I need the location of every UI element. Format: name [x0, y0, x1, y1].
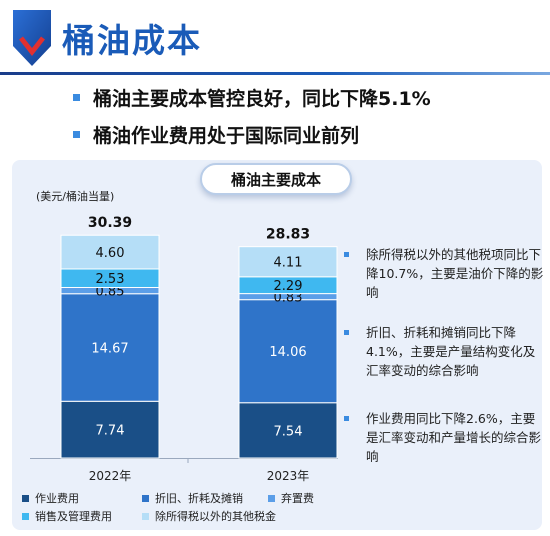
summary-bullet-text: 桶油作业费用处于国际同业前列	[93, 125, 360, 147]
legend-item: 作业费用	[22, 490, 79, 506]
note-item: 作业费用同比下降2.6%，主要是汇率变动和产量增长的综合影响	[344, 409, 544, 466]
note-item: 除所得税以外的其他税项同比下降10.7%，主要是油价下降的影响	[344, 245, 544, 302]
bullet-square-icon	[73, 131, 80, 138]
note-text: 作业费用同比下降2.6%，主要是汇率变动和产量增长的综合影响	[366, 411, 542, 464]
legend-swatch	[142, 494, 149, 502]
note-item: 折旧、折耗和摊销同比下降4.1%，主要是产量结构变化及汇率变动的综合影响	[344, 323, 544, 380]
data-label: 2.53	[96, 272, 125, 287]
title-divider	[0, 72, 550, 75]
data-label: 2.29	[274, 279, 303, 294]
legend-label: 弃置费	[281, 492, 314, 505]
data-label: 7.54	[274, 424, 303, 439]
data-label: 0.85	[96, 285, 125, 300]
legend-item: 折旧、折耗及摊销	[142, 490, 243, 506]
legend-item: 除所得税以外的其他税金	[142, 508, 276, 524]
bullet-square-icon	[344, 416, 349, 421]
legend-label: 作业费用	[35, 492, 79, 505]
unit-label: (美元/桶油当量)	[36, 190, 115, 203]
legend-item: 弃置费	[268, 490, 314, 506]
bullet-square-icon	[344, 330, 349, 335]
data-label: 7.74	[96, 424, 125, 439]
bullet-square-icon	[344, 252, 349, 257]
data-label: 14.67	[91, 342, 128, 357]
legend-swatch	[22, 512, 29, 520]
legend-item: 销售及管理费用	[22, 508, 112, 524]
page-title: 桶油成本	[62, 21, 202, 60]
bar-segment	[238, 246, 338, 278]
summary-bullet: 桶油主要成本管控良好，同比下降5.1%	[73, 84, 431, 111]
shield-logo-icon	[13, 10, 51, 66]
legend-label: 折旧、折耗及摊销	[155, 492, 243, 505]
legend-swatch	[22, 494, 29, 502]
bar-segment	[60, 400, 160, 459]
category-tick-label: 2023年	[267, 469, 310, 483]
legend-label: 除所得税以外的其他税金	[155, 510, 276, 523]
bar-segment	[60, 234, 160, 270]
note-text: 折旧、折耗和摊销同比下降4.1%，主要是产量结构变化及汇率变动的综合影响	[366, 325, 536, 378]
note-text: 除所得税以外的其他税项同比下降10.7%，主要是油价下降的影响	[366, 247, 544, 300]
legend-swatch	[268, 494, 275, 502]
legend-label: 销售及管理费用	[35, 510, 112, 523]
total-label: 30.39	[88, 215, 132, 231]
category-tick-label: 2022年	[89, 469, 132, 483]
bullet-square-icon	[73, 94, 80, 101]
bar-segment	[238, 299, 338, 404]
data-label: 4.11	[274, 256, 303, 271]
total-label: 28.83	[266, 227, 310, 243]
summary-bullet-text: 桶油主要成本管控良好，同比下降5.1%	[93, 88, 431, 110]
legend-swatch	[142, 512, 149, 520]
bar-segment	[238, 402, 338, 459]
data-label: 0.83	[274, 291, 303, 306]
data-label: 14.06	[269, 345, 306, 360]
bar-segment	[60, 293, 160, 402]
summary-bullet: 桶油作业费用处于国际同业前列	[73, 121, 359, 148]
chart-title: 桶油主要成本	[200, 163, 352, 195]
data-label: 4.60	[96, 246, 125, 261]
